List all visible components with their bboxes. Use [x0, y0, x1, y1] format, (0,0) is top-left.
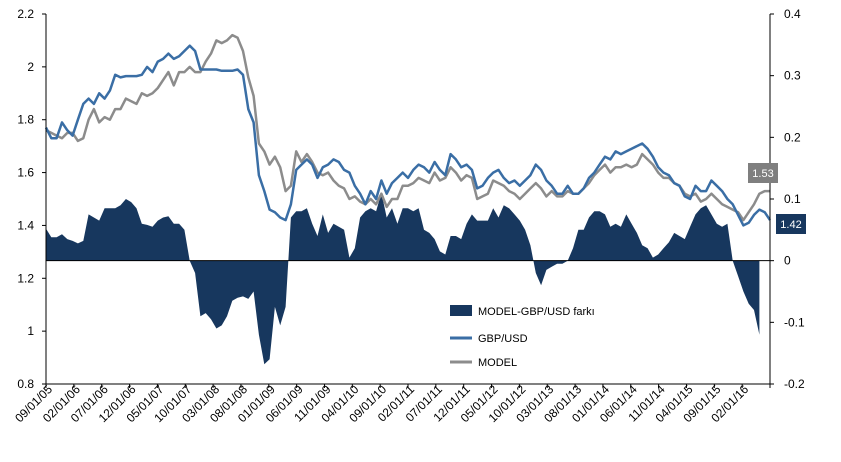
legend: MODEL-GBP/USD farkı GBP/USD MODEL: [450, 305, 595, 369]
right-axis-tick-label: 0: [784, 254, 791, 268]
series-line-model: [45, 33, 770, 222]
legend-label-model: MODEL: [478, 357, 517, 369]
left-axis-tick-label: 1.4: [17, 218, 34, 232]
model-badge-label: 1.53: [752, 168, 773, 180]
right-axis-tick-label: 0.2: [784, 130, 801, 144]
legend-swatch-area: [450, 305, 472, 316]
right-axis-tick-label: 0.4: [784, 7, 801, 21]
series-line-gbpusd: [44, 44, 772, 227]
gbpusd-badge-label: 1.42: [780, 219, 801, 231]
x-axis: 09/01/0502/01/0607/01/0612/01/0605/01/07…: [12, 382, 771, 425]
right-axis-tick-label: -0.1: [784, 315, 805, 329]
series-area-model-gbpusd-diff: [46, 192, 760, 365]
line-series-layer: [44, 33, 772, 227]
model-badge: [748, 163, 778, 183]
left-axis: 0.8 1 1.2 1.4 1.6 1.8 2 2.2: [17, 7, 47, 391]
left-axis-tick-label: 0.8: [17, 377, 34, 391]
right-axis-tick-label: 0.3: [784, 69, 801, 83]
left-axis-tick-label: 1.6: [17, 166, 34, 180]
right-axis-tick-label: -0.2: [784, 377, 805, 391]
left-axis-tick-label: 1: [27, 324, 34, 338]
legend-label-area: MODEL-GBP/USD farkı: [478, 306, 595, 318]
right-axis: -0.2 -0.1 0 0.1 0.2 0.3 0.4: [769, 7, 805, 391]
legend-label-gbpusd: GBP/USD: [478, 333, 528, 345]
left-axis-tick-label: 1.2: [17, 271, 34, 285]
left-axis-tick-label: 2: [27, 60, 34, 74]
left-axis-tick-label: 2.2: [17, 7, 34, 21]
value-badges: 1.53 1.42: [748, 163, 806, 234]
gbpusd-badge: [776, 214, 806, 234]
left-axis-tick-label: 1.8: [17, 113, 34, 127]
right-axis-tick-label: 0.1: [784, 192, 801, 206]
area-series-layer: [46, 192, 760, 365]
